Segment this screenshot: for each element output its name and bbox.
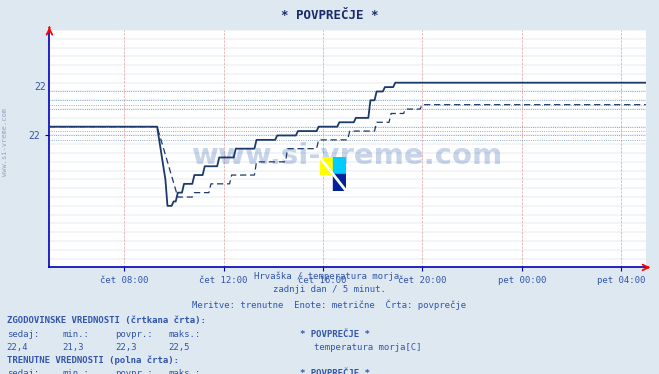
Bar [320,157,333,174]
Text: * POVPREČJE *: * POVPREČJE * [300,330,370,339]
Text: www.si-vreme.com: www.si-vreme.com [2,108,9,176]
Text: temperatura morja[C]: temperatura morja[C] [314,343,421,352]
Text: ZGODOVINSKE VREDNOSTI (črtkana črta):: ZGODOVINSKE VREDNOSTI (črtkana črta): [7,316,206,325]
Text: zadnji dan / 5 minut.: zadnji dan / 5 minut. [273,285,386,294]
Text: 22,4: 22,4 [7,343,28,352]
Text: * POVPREČJE *: * POVPREČJE * [300,369,370,374]
Text: 22,5: 22,5 [168,343,190,352]
Bar [333,174,346,191]
Text: 21,3: 21,3 [63,343,84,352]
Text: povpr.:: povpr.: [115,369,153,374]
Text: povpr.:: povpr.: [115,330,153,339]
Text: www.si-vreme.com: www.si-vreme.com [192,142,503,170]
Text: 22: 22 [35,82,46,92]
Text: min.:: min.: [63,369,90,374]
Text: Hrvaška / temperatura morja.: Hrvaška / temperatura morja. [254,271,405,280]
Text: Meritve: trenutne  Enote: metrične  Črta: povprečje: Meritve: trenutne Enote: metrične Črta: … [192,300,467,310]
Bar [333,157,346,174]
Text: min.:: min.: [63,330,90,339]
Text: * POVPREČJE *: * POVPREČJE * [281,9,378,22]
Text: 22,3: 22,3 [115,343,137,352]
Text: maks.:: maks.: [168,330,200,339]
Text: maks.:: maks.: [168,369,200,374]
Text: TRENUTNE VREDNOSTI (polna črta):: TRENUTNE VREDNOSTI (polna črta): [7,355,179,365]
Text: sedaj:: sedaj: [7,369,39,374]
Text: sedaj:: sedaj: [7,330,39,339]
